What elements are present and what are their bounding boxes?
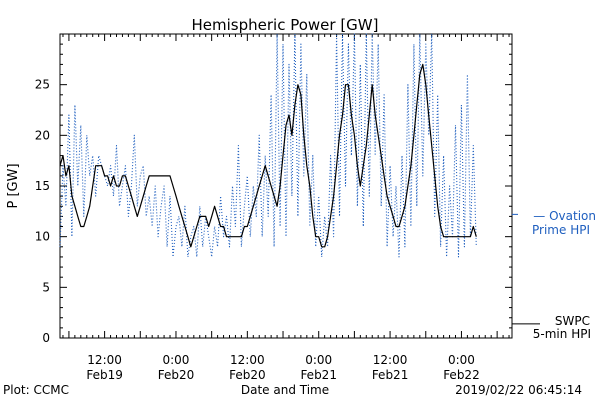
legend-swpc: SWPC 5-min HPI — [533, 314, 591, 341]
x-axis-ticks: 12:00Feb190:00Feb2012:00Feb200:00Feb2112… — [62, 34, 510, 382]
x-tick-date-label: Feb20 — [229, 368, 266, 382]
x-tick-date-label: Feb22 — [443, 368, 480, 382]
y-tick-label: 5 — [42, 280, 50, 294]
legend-ovation: — Ovation Prime HPI — [532, 209, 596, 237]
legend-ovation-line1: — Ovation — [533, 209, 596, 223]
y-tick-label: 25 — [35, 78, 50, 92]
x-tick-label: 12:00 — [230, 353, 265, 367]
y-axis-ticks: 0 5 10 15 20 25 — [35, 33, 512, 345]
chart-title: Hemispheric Power [GW] — [192, 16, 379, 34]
x-tick-date-label: Feb21 — [300, 368, 337, 382]
legend-swpc-line1: SWPC — [555, 314, 590, 328]
footer-plot-by: Plot: CCMC — [3, 383, 69, 397]
x-axis-label: Date and Time — [241, 383, 329, 397]
y-tick-label: 20 — [35, 128, 50, 142]
x-tick-date-label: Feb19 — [86, 368, 123, 382]
x-tick-date-label: Feb20 — [158, 368, 195, 382]
swpc-hpi-line — [59, 63, 477, 248]
x-tick-label: 0:00 — [305, 353, 332, 367]
x-tick-label: 12:00 — [87, 353, 122, 367]
legend-ovation-line2: Prime HPI — [532, 223, 590, 237]
x-tick-label: 0:00 — [448, 353, 475, 367]
y-tick-label: 0 — [42, 331, 50, 345]
x-tick-label: 0:00 — [162, 353, 189, 367]
series-layer — [59, 33, 540, 325]
y-tick-label: 10 — [35, 230, 50, 244]
x-tick-date-label: Feb21 — [372, 368, 409, 382]
ovation-hpi-line — [59, 33, 477, 258]
y-tick-label: 15 — [35, 179, 50, 193]
y-axis-label: P [GW] — [6, 163, 21, 208]
legend-swpc-line2: 5-min HPI — [533, 327, 591, 341]
footer-timestamp: 2019/02/22 06:45:14 — [455, 383, 582, 397]
x-tick-label: 12:00 — [373, 353, 408, 367]
